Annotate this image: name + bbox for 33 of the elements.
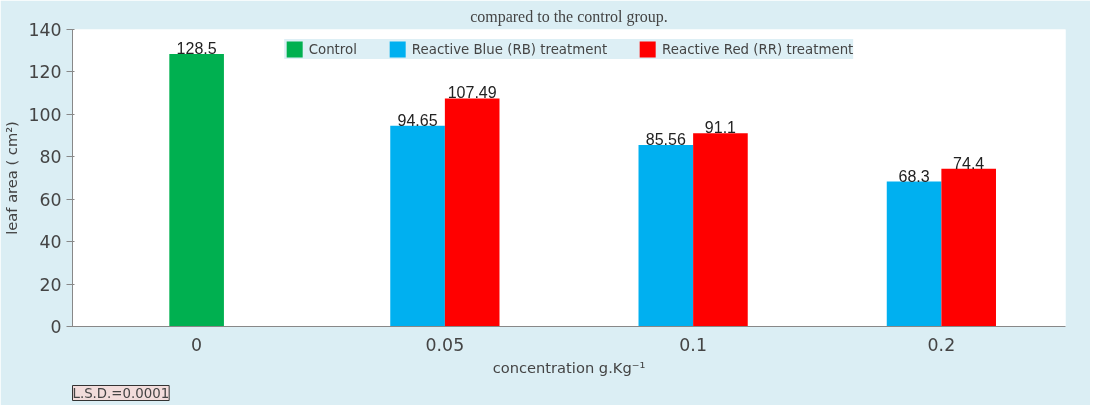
y-tick-label: 0 (50, 317, 62, 337)
y-tick-label: 20 (39, 274, 62, 295)
bar (941, 168, 996, 327)
bar (886, 181, 942, 327)
y-axis-title: leaf area ( cm²) (3, 121, 21, 235)
data-label: 74.4 (953, 154, 985, 172)
y-tick-label: 80 (39, 147, 62, 168)
x-tick-label: 0 (191, 334, 203, 355)
data-label: 91.1 (704, 119, 737, 137)
x-tick-label: 0.2 (927, 334, 956, 355)
x-tick-label: 0.05 (425, 334, 465, 355)
y-tick-label: 100 (28, 104, 62, 125)
y-tick-label: 140 (28, 20, 62, 40)
bar (638, 144, 694, 327)
data-label: 94.65 (397, 111, 438, 129)
data-label: 107.49 (447, 84, 497, 102)
y-tick-label: 60 (39, 189, 62, 210)
bar (444, 98, 500, 327)
chart-title: compared to the control group. (470, 7, 668, 26)
legend-label: Reactive Blue (RB) treatment (411, 41, 608, 57)
x-tick-label: 0.1 (679, 334, 707, 355)
data-label: 68.3 (898, 167, 930, 185)
y-tick-label: 40 (39, 232, 62, 253)
text: L.S.D.=0.0001 (72, 385, 170, 401)
data-label: 128.5 (176, 39, 217, 57)
y-tick-label: 120 (28, 62, 62, 83)
bar (693, 133, 748, 327)
legend-label: Reactive Red (RR) treatment (662, 41, 854, 57)
bar (169, 53, 224, 327)
data-label: 85.56 (645, 130, 686, 148)
legend-label: Control (308, 41, 357, 57)
bar (390, 125, 445, 327)
x-axis-title: concentration g.Kg⁻¹ (492, 358, 646, 376)
